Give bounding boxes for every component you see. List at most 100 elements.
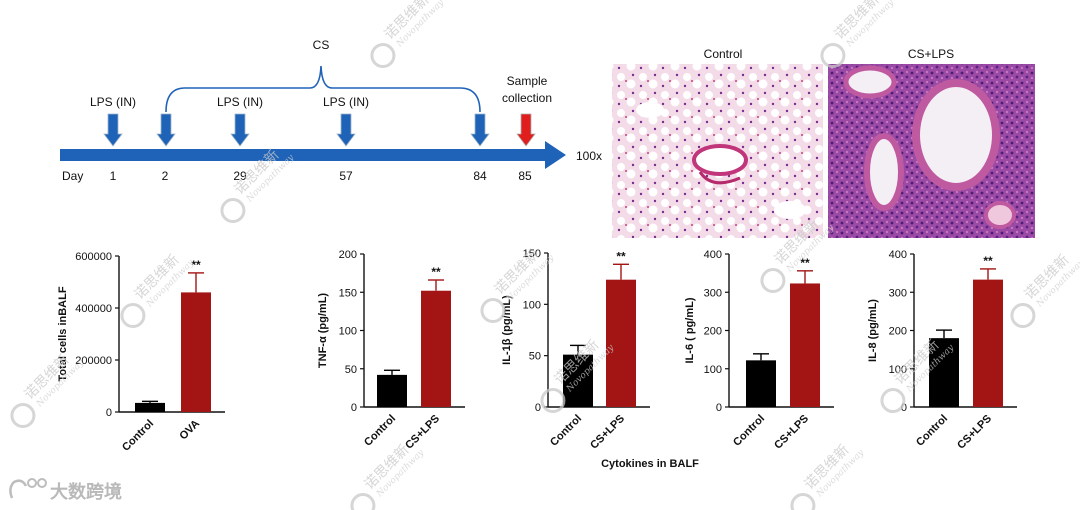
- watermark-logo-icon: [120, 303, 146, 329]
- timeline-day: 57: [339, 169, 353, 183]
- significance-marker: **: [800, 256, 810, 270]
- sample-arrow-icon: [516, 113, 536, 147]
- cs-bracket: [165, 65, 481, 113]
- watermark-logo-icon: [880, 388, 906, 414]
- y-tick-label: 300: [704, 287, 722, 299]
- bar: [790, 283, 820, 407]
- watermark-logo-icon: [10, 403, 36, 429]
- watermark-logo-icon: [1010, 303, 1036, 329]
- cs-arrow-icon: [156, 113, 176, 147]
- y-tick-label: 100: [889, 364, 907, 376]
- watermark-logo-icon: [790, 493, 816, 510]
- y-tick-label: 600000: [75, 251, 112, 263]
- lps-arrow-icon: [230, 113, 250, 147]
- y-tick-label: 100: [339, 326, 357, 338]
- x-category-label: Control: [120, 418, 156, 454]
- histology-title-control: Control: [704, 47, 743, 61]
- timeline-day-label: Day: [62, 169, 83, 183]
- y-tick-label: 0: [535, 402, 541, 414]
- histology-image-cslps: [828, 64, 1035, 238]
- y-tick-label: 200000: [75, 355, 112, 367]
- significance-marker: **: [431, 265, 441, 279]
- x-category-label: CS+LPS: [955, 413, 994, 452]
- y-tick-label: 200: [889, 326, 907, 338]
- timeline-day: 84: [473, 169, 487, 183]
- y-axis-label: Total cells inBALF: [57, 286, 69, 381]
- cs-arrow-icon: [470, 113, 490, 147]
- sample-label: Sample: [507, 74, 548, 88]
- lps-label: LPS (IN): [217, 95, 263, 109]
- magnification-label: 100x: [576, 149, 602, 163]
- timeline-day: 85: [518, 169, 532, 183]
- timeline: Day 1 2 29 57 84 85 CS LPS (IN) LPS (IN)…: [60, 38, 566, 183]
- y-tick-label: 0: [106, 407, 112, 419]
- y-tick-label: 50: [529, 351, 541, 363]
- timeline-day: 2: [162, 169, 169, 183]
- watermark-logo-icon: [350, 493, 376, 510]
- footer-logo: 大数跨境: [9, 478, 122, 502]
- y-tick-label: 200: [339, 249, 357, 261]
- significance-marker: **: [191, 258, 201, 272]
- lps-label: LPS (IN): [323, 95, 369, 109]
- cs-label: CS: [313, 38, 330, 52]
- x-category-label: CS+LPS: [403, 413, 442, 452]
- y-tick-label: 50: [345, 364, 357, 376]
- histology-title-cslps: CS+LPS: [908, 47, 954, 61]
- significance-marker: **: [983, 254, 993, 268]
- y-tick-label: 400: [704, 249, 722, 261]
- histology-image-control: [612, 64, 823, 238]
- x-category-label: Control: [548, 413, 584, 449]
- cytokines-label: Cytokines in BALF: [601, 458, 699, 470]
- watermark-logo-icon: [480, 298, 506, 324]
- bar: [929, 338, 959, 407]
- footer-brand: 大数跨境: [50, 481, 122, 502]
- watermark-logo-icon: [370, 43, 396, 69]
- timeline-day: 1: [110, 169, 117, 183]
- y-axis-label: IL-8 (pg/mL): [867, 299, 879, 362]
- bar: [606, 279, 636, 407]
- x-category-label: Control: [731, 413, 767, 449]
- lps-arrow-icon: [103, 113, 123, 147]
- y-axis-label: TNF-α (pg/mL): [317, 293, 329, 369]
- y-tick-label: 150: [339, 287, 357, 299]
- y-axis-label: IL-6 ( pg/mL): [684, 297, 696, 363]
- y-tick-label: 0: [716, 402, 722, 414]
- y-tick-label: 400000: [75, 303, 112, 315]
- x-category-label: Control: [362, 413, 398, 449]
- bar: [181, 292, 211, 412]
- bar-chart-5: 0 100 200 300 400 IL-8 (pg/mL) Control ** CS+LPS: [867, 249, 1017, 452]
- x-category-label: CS+LPS: [588, 413, 627, 452]
- y-tick-label: 200: [704, 326, 722, 338]
- lps-label: LPS (IN): [90, 95, 136, 109]
- bar: [746, 360, 776, 407]
- brand-icon: [9, 478, 47, 499]
- y-tick-label: 0: [351, 402, 357, 414]
- bar: [421, 290, 451, 407]
- timeline-arrow: [60, 141, 566, 169]
- x-category-label: Control: [914, 413, 950, 449]
- y-tick-label: 150: [523, 248, 541, 260]
- watermark-logo-icon: [540, 388, 566, 414]
- significance-marker: **: [616, 249, 626, 263]
- bar: [377, 374, 407, 407]
- y-tick-label: 100: [523, 299, 541, 311]
- bar-chart-2: 0 50 100 150 200 TNF-α (pg/mL) Control ** CS+LPS: [317, 249, 465, 452]
- bar: [563, 354, 593, 407]
- bar: [973, 279, 1003, 407]
- watermark-logo-icon: [820, 43, 846, 69]
- bar-chart-4: 0 100 200 300 400 IL-6 ( pg/mL) Control ** CS+LP…: [684, 249, 834, 452]
- bar: [135, 402, 165, 412]
- timeline-day: 29: [233, 169, 247, 183]
- y-tick-label: 300: [889, 287, 907, 299]
- watermark-logo-icon: [220, 198, 246, 224]
- y-tick-label: 0: [901, 402, 907, 414]
- lps-arrow-icon: [336, 113, 356, 147]
- histology: 100x Control CS+LPS: [576, 47, 1035, 238]
- y-tick-label: 400: [889, 249, 907, 261]
- x-category-label: OVA: [177, 418, 202, 443]
- watermark-logo-icon: [760, 268, 786, 294]
